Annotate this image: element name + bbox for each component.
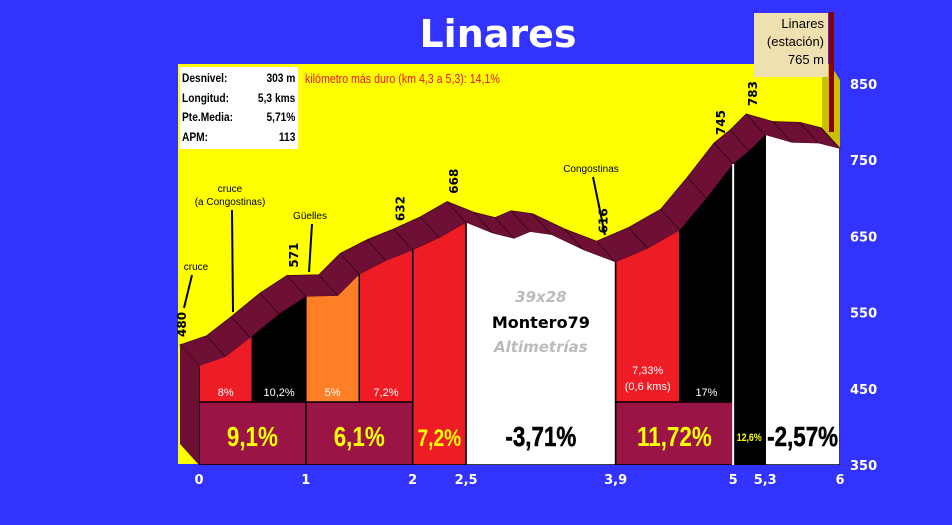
surface-hatch xyxy=(393,228,414,251)
place-pointer xyxy=(183,274,193,309)
y-tick-label: 650 xyxy=(850,230,877,245)
surface-hatch xyxy=(339,253,360,275)
x-tick-label: 5,3 xyxy=(754,473,777,488)
surface-hatch xyxy=(564,228,584,251)
segment-fill xyxy=(764,135,840,465)
y-tick-label: 350 xyxy=(850,459,877,474)
surface-hatch xyxy=(473,212,494,234)
stats-box: Desnivel: 303 m Longitud: 5,3 kms Pte.Medi… xyxy=(180,67,298,149)
stat-value: 5,71% xyxy=(266,110,296,124)
stat-row: Desnivel: 303 m xyxy=(182,69,295,89)
x-tick-label: 5 xyxy=(729,473,738,488)
elevation-label: 632 xyxy=(394,196,408,221)
stat-value: 303 m xyxy=(266,71,296,85)
surface-hatch xyxy=(510,210,531,233)
left-side-face xyxy=(180,344,199,465)
watermark-author: Montero79 xyxy=(492,313,590,332)
sub-segment-grade: 8% xyxy=(218,387,234,399)
end-elevation: 765 m xyxy=(787,52,824,67)
y-tick-label: 550 xyxy=(850,307,877,322)
surface-hatch xyxy=(494,217,515,240)
segment-grade: 11,72% xyxy=(637,422,712,453)
surface-hatch xyxy=(628,227,649,249)
segment-grade: -2,57% xyxy=(767,422,838,453)
watermark-brand: Altimetrías xyxy=(493,338,588,356)
end-name: Linares xyxy=(781,16,824,31)
y-tick-label: 450 xyxy=(850,383,877,398)
surface-hatch xyxy=(729,129,750,152)
stat-label: Desnivel: xyxy=(182,71,228,85)
surface-hatch xyxy=(660,208,681,231)
end-sub: (estación) xyxy=(766,34,824,49)
surface-hatch xyxy=(230,316,251,339)
elevation-label: 783 xyxy=(746,81,760,106)
x-tick-label: 2 xyxy=(408,473,417,488)
surface-hatch xyxy=(687,176,707,199)
finish-pole xyxy=(829,12,834,132)
surface-hatch xyxy=(745,113,766,136)
place-label: cruce xyxy=(184,262,209,273)
surface-hatch xyxy=(799,122,820,144)
place-pointer xyxy=(592,176,606,236)
x-tick-label: 0 xyxy=(194,473,203,488)
surface-hatch xyxy=(206,335,227,358)
stat-row: Longitud: 5,3 kms xyxy=(182,89,295,109)
sub-segment-note: (0,6 kms) xyxy=(625,381,671,393)
surface-hatch xyxy=(286,275,307,297)
surface-hatch xyxy=(596,240,617,263)
x-tick-label: 3,9 xyxy=(604,473,627,488)
surface-hatch xyxy=(446,201,467,224)
y-tick-label: 850 xyxy=(850,78,877,93)
watermark-size: 39x28 xyxy=(515,288,566,306)
stat-label: Longitud: xyxy=(182,90,230,105)
segment-grade: -3,71% xyxy=(505,422,576,453)
surface-hatch xyxy=(318,274,339,297)
segment-grade: 12,6% xyxy=(737,432,762,444)
surface-hatch xyxy=(259,292,280,315)
sub-segment-grade: 7,33% xyxy=(632,365,663,377)
elevation-label: 745 xyxy=(714,110,728,135)
stat-label: Pte.Media: xyxy=(182,110,234,124)
segment-grade: 6,1% xyxy=(334,422,385,453)
stat-row: Pte.Media: 5,71% xyxy=(182,108,295,128)
hardest-km-note: kilómetro más duro (km 4,3 a 5,3): 14,1% xyxy=(305,72,500,86)
stat-value: 5,3 kms xyxy=(257,90,296,105)
end-label: Linares (estación) 765 m xyxy=(754,13,828,77)
y-tick-label: 750 xyxy=(850,154,877,169)
surface-hatch xyxy=(420,216,440,239)
x-tick-label: 6 xyxy=(835,473,844,488)
elevation-label: 480 xyxy=(175,312,189,337)
place-pointer xyxy=(308,223,313,273)
place-label: Güelles xyxy=(293,211,327,222)
surface-hatch xyxy=(820,127,841,150)
surface-hatch xyxy=(713,142,734,165)
place-label: Congostinas xyxy=(563,164,619,175)
elevation-label: 571 xyxy=(287,243,301,268)
x-tick-label: 1 xyxy=(301,473,310,488)
place-label: cruce xyxy=(218,184,243,195)
place-pointer xyxy=(231,209,234,313)
stat-value: 113 xyxy=(278,129,296,144)
x-tick-label: 2,5 xyxy=(455,473,478,488)
sub-segment-grade: 17% xyxy=(695,387,717,399)
stat-label: APM: xyxy=(182,129,209,144)
surface-hatch xyxy=(772,121,793,144)
segment-grade: 7,2% xyxy=(418,424,462,452)
sub-segment-grade: 7,2% xyxy=(373,387,398,399)
sub-segment-grade: 10,2% xyxy=(264,387,295,399)
stat-row: APM: 113 xyxy=(182,128,295,148)
sub-segment-grade: 5% xyxy=(325,387,341,399)
segment-grade: 9,1% xyxy=(227,422,278,453)
place-label: (a Congostinas) xyxy=(195,197,266,208)
elevation-label: 668 xyxy=(447,169,461,194)
page-title: Linares xyxy=(419,12,577,56)
surface-hatch xyxy=(366,239,387,262)
surface-hatch xyxy=(532,213,552,236)
